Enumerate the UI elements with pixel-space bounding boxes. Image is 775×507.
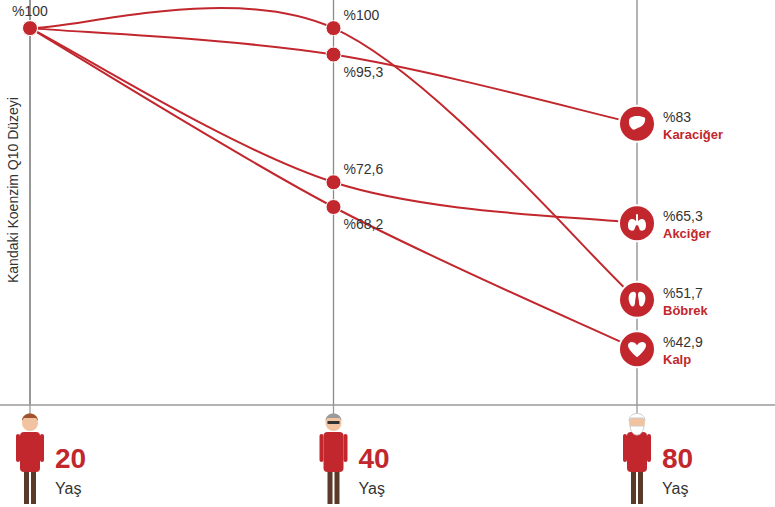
series-name: Kalp	[663, 352, 691, 367]
x-axis-label: Yaş	[359, 480, 385, 497]
organ-icon-circle	[619, 205, 655, 241]
organ-icon-glyph	[628, 342, 646, 357]
series-line	[30, 28, 637, 349]
organ-icon	[619, 331, 655, 367]
data-label: %51,7	[663, 285, 703, 301]
organ-icon-glyph	[629, 116, 645, 130]
x-tick-label: 20	[55, 443, 86, 474]
person-hair	[629, 414, 645, 422]
organ-icon-circle	[619, 106, 655, 142]
person-hair	[326, 414, 342, 422]
person-arm	[320, 434, 324, 462]
data-label: %100	[12, 3, 48, 19]
data-label: %65,3	[663, 208, 703, 224]
data-label: %72,6	[344, 161, 384, 177]
person-arm	[40, 434, 44, 462]
organ-icon-circle	[619, 282, 655, 318]
grid-line	[29, 0, 30, 405]
person-icon	[16, 414, 44, 505]
x-axis-label: Yaş	[662, 480, 688, 497]
data-label: %42,9	[663, 334, 703, 350]
data-point	[326, 47, 341, 62]
person-body	[324, 432, 344, 472]
data-label: %100	[344, 7, 380, 23]
person-arm	[623, 434, 627, 462]
data-point	[23, 21, 38, 36]
series-line	[30, 28, 637, 223]
organ-icon	[619, 106, 655, 142]
x-axis-line	[0, 404, 775, 405]
organ-icon	[619, 205, 655, 241]
data-label: %95,3	[344, 64, 384, 80]
x-tick-label: 80	[662, 443, 693, 474]
person-icon	[320, 414, 348, 505]
data-point	[23, 21, 38, 36]
person-leg	[638, 470, 643, 504]
y-axis-line	[29, 0, 30, 405]
organ-icon-glyph	[628, 214, 646, 230]
chart: Kandaki Koenzim Q10 Düzeyi %100 %95,3 %83 %7…	[0, 0, 775, 507]
person-body	[20, 432, 40, 472]
series-name: Karaciğer	[663, 127, 723, 142]
person-hair	[22, 414, 38, 422]
person-leg	[631, 470, 636, 504]
data-point	[326, 200, 341, 215]
plot-area	[23, 8, 645, 357]
x-axis-label: Yaş	[55, 480, 81, 497]
organ-icon-glyph	[629, 292, 646, 307]
data-label: %83	[663, 109, 691, 125]
data-point	[326, 175, 341, 190]
data-point	[23, 21, 38, 36]
person-arm	[344, 434, 348, 462]
person-leg	[31, 470, 36, 504]
person-icon	[623, 414, 651, 505]
person-arm	[16, 434, 20, 462]
person-body	[627, 432, 647, 472]
person-leg	[328, 470, 333, 504]
y-axis-label: Kandaki Koenzim Q10 Düzeyi	[5, 97, 21, 283]
series-name: Böbrek	[663, 303, 709, 318]
series-line	[30, 28, 637, 124]
person-leg	[335, 470, 340, 504]
x-tick-label: 40	[359, 443, 390, 474]
person-arm	[647, 434, 651, 462]
series-name: Akciğer	[663, 226, 711, 241]
organ-icon-circle	[619, 331, 655, 367]
data-label: %68,2	[344, 216, 384, 232]
data-point	[326, 21, 341, 36]
person-beard	[630, 426, 644, 435]
chart-container: Kandaki Koenzim Q10 Düzeyi %100 %95,3 %83 %7…	[0, 0, 775, 507]
person-leg	[24, 470, 29, 504]
organ-icon	[619, 282, 655, 318]
person-glasses	[328, 421, 340, 424]
data-point	[23, 21, 38, 36]
series-line	[30, 8, 637, 300]
